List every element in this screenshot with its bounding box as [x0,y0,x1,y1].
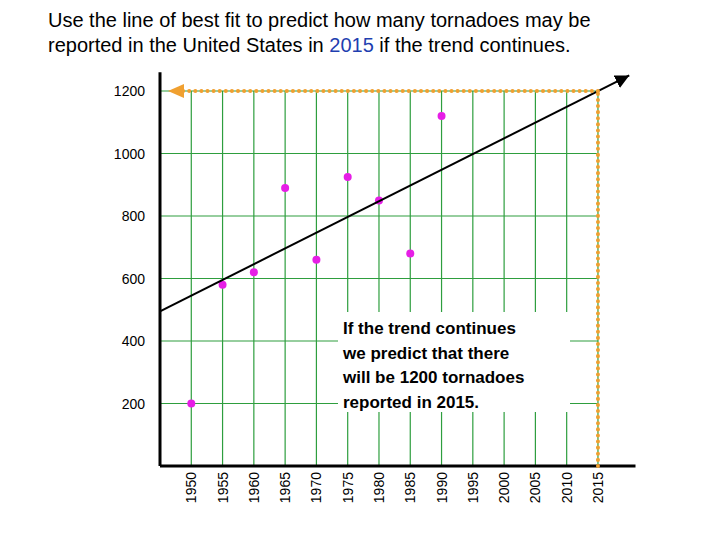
scatter-point [312,256,320,264]
annotation-text: will be 1200 tornadoes [342,368,524,387]
scatter-point [250,268,258,276]
x-tick-label: 1995 [465,472,481,503]
annotation-text: we predict that there [342,344,509,363]
x-tick-label: 1965 [277,472,293,503]
scatter-point [281,184,289,192]
y-axis [159,72,162,466]
y-tick-label: 1200 [114,83,145,99]
scatter-point [344,173,352,181]
scatter-point [438,112,446,120]
x-tick-label: 1980 [371,472,387,503]
x-tick-label: 1960 [246,472,262,503]
x-axis [160,465,636,468]
x-tick-label: 2000 [496,472,512,503]
y-tick-label: 1000 [114,146,145,162]
y-tick-label: 400 [122,333,146,349]
x-tick-label: 1955 [215,472,231,503]
chart: 1950 1955 1960 1965 1970 1975 1980 1985 1990 1995… [0,0,720,540]
grid-line-x [597,91,598,466]
title-part: reported in the United States in [48,34,329,56]
grid-line-y [160,215,598,216]
prediction-arrow [168,84,184,98]
title: reported in the United States in 2015 if… [48,34,571,56]
y-tick-label: 800 [122,208,146,224]
prediction-guide [168,84,598,466]
title: Use the line of best fit to predict how … [48,9,591,31]
x-tick-label: 1990 [434,472,450,503]
prediction-vertical [596,91,600,466]
x-tick-label: 1950 [183,472,199,503]
scatter-point [187,400,195,408]
title-part: if the trend continues. [374,34,571,56]
annotation: If the trend continues we predict that th… [338,312,570,412]
x-tick-label: 1975 [340,472,356,503]
x-tick-label: 2005 [527,472,543,503]
prediction-horizontal [182,89,598,93]
best-fit-line [160,75,629,311]
grid-line-y [160,153,598,154]
x-tick-label: 2015 [590,472,606,503]
x-tick-label: 2010 [559,472,575,503]
x-tick-label: 1985 [402,472,418,503]
annotation-text: If the trend continues [343,319,516,338]
title-year: 2015 [329,34,374,56]
grid-line-y [160,90,598,91]
y-tick-label: 600 [122,271,146,287]
annotation-text: reported in 2015. [343,393,479,412]
x-tick-label: 1970 [308,472,324,503]
marks [160,75,629,407]
annotation-bg [338,312,570,412]
scatter-point [406,250,414,258]
y-tick-label: 200 [122,396,146,412]
